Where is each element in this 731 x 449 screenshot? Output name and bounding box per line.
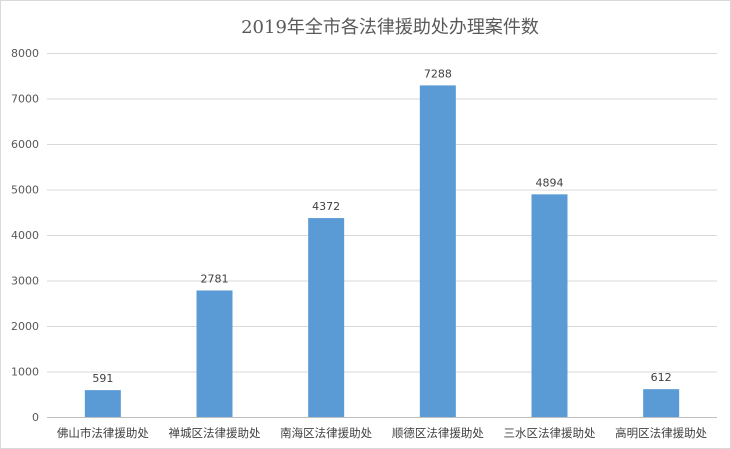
data-label: 591 (92, 372, 113, 385)
y-tick-label: 8000 (11, 47, 39, 60)
x-tick-label: 三水区法律援助处 (504, 426, 596, 440)
bar (196, 290, 233, 417)
bar (643, 389, 680, 417)
data-label: 2781 (201, 272, 229, 285)
chart-title: 2019年全市各法律援助处办理案件数 (241, 17, 539, 38)
y-tick-label: 4000 (11, 229, 39, 242)
x-tick-label: 佛山市法律援助处 (57, 426, 149, 440)
y-tick-label: 3000 (11, 275, 39, 288)
y-tick-label: 1000 (11, 366, 39, 379)
y-tick-label: 6000 (11, 138, 39, 151)
y-tick-label: 2000 (11, 320, 39, 333)
x-tick-label: 顺德区法律援助处 (392, 426, 484, 440)
gridlines (47, 53, 717, 418)
y-axis-ticks: 0 1000 2000 3000 4000 5000 6000 7000 8000 (11, 47, 39, 424)
x-tick-label: 高明区法律援助处 (615, 426, 707, 440)
y-tick-label: 0 (32, 411, 39, 424)
bar (531, 194, 568, 417)
data-labels: 591 2781 4372 7288 4894 612 (92, 67, 671, 385)
bar (308, 218, 345, 417)
bar (84, 390, 121, 417)
y-tick-label: 5000 (11, 184, 39, 197)
bars (84, 85, 680, 418)
data-label: 4894 (536, 176, 564, 189)
data-label: 612 (651, 371, 672, 384)
x-axis-ticks: 佛山市法律援助处 禅城区法律援助处 南海区法律援助处 顺德区法律援助处 三水区法律援助处… (57, 426, 708, 440)
x-tick-label: 禅城区法律援助处 (169, 426, 261, 440)
data-label: 7288 (424, 67, 452, 80)
bar (419, 85, 456, 418)
x-tick-label: 南海区法律援助处 (280, 426, 372, 440)
y-tick-label: 7000 (11, 93, 39, 106)
data-label: 4372 (312, 200, 340, 213)
